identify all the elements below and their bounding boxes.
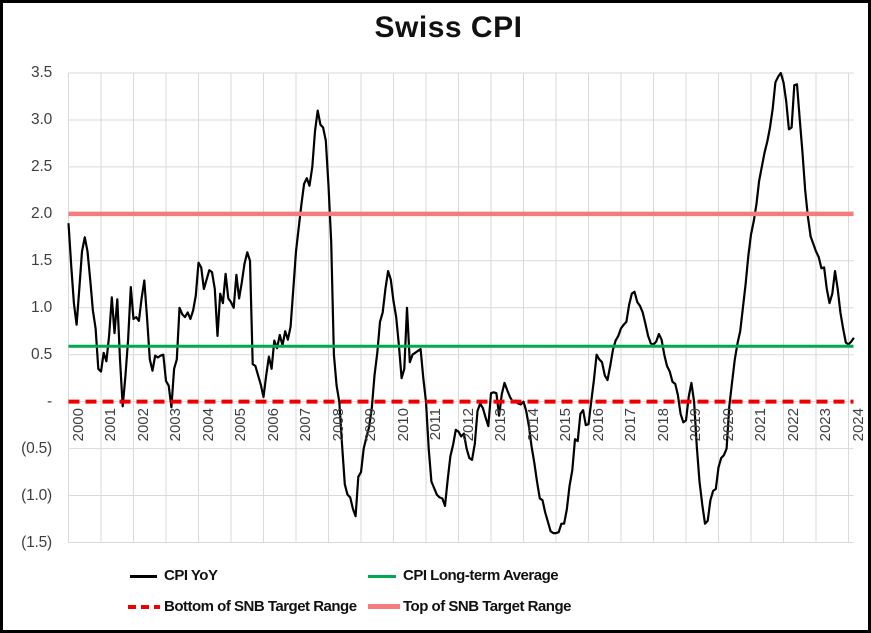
top-target-legend-label: Top of SNB Target Range xyxy=(403,598,571,615)
x-tick-label-2004: 2004 xyxy=(199,408,217,442)
x-tick-label-2003: 2003 xyxy=(167,408,184,442)
x-tick-label-2012: 2012 xyxy=(459,408,477,442)
x-tick-label-2018: 2018 xyxy=(654,408,672,442)
x-tick-label-2021: 2021 xyxy=(752,408,769,442)
x-tick-label-2011: 2011 xyxy=(427,408,444,441)
x-tick-label-2013: 2013 xyxy=(492,408,509,442)
long-term-average-legend-label: CPI Long-term Average xyxy=(403,567,559,584)
chart-title: Swiss CPI xyxy=(374,11,523,44)
cpi-yoy-legend-swatch xyxy=(130,575,157,578)
top-target-legend-swatch xyxy=(368,604,400,609)
y-tick-label-(1.5): (1.5) xyxy=(21,533,52,551)
cpi-yoy-legend-label: CPI YoY xyxy=(164,567,218,584)
long-term-average-legend-swatch xyxy=(368,574,396,578)
x-tick-label-2016: 2016 xyxy=(589,408,607,442)
x-tick-label-2024: 2024 xyxy=(849,408,867,442)
x-tick-label-2014: 2014 xyxy=(524,408,542,442)
cpi-yoy-line xyxy=(67,71,855,535)
y-tick-label-(1.0): (1.0) xyxy=(21,486,52,504)
plot-area xyxy=(67,71,855,543)
y-tick-label-0.5: 0.5 xyxy=(31,345,52,363)
x-tick-label-2010: 2010 xyxy=(394,408,412,442)
y-tick-label-1.5: 1.5 xyxy=(31,251,52,269)
y-tick-label-3.5: 3.5 xyxy=(31,64,52,81)
bottom-target-legend-label: Bottom of SNB Target Range xyxy=(164,598,357,615)
cpi-yoy-series xyxy=(67,71,855,535)
x-tick-label-2000: 2000 xyxy=(69,408,87,442)
x-tick-label-2022: 2022 xyxy=(784,408,802,442)
x-tick-label-2017: 2017 xyxy=(622,408,639,442)
x-tick-label-2008: 2008 xyxy=(329,408,347,442)
x-tick-label-2015: 2015 xyxy=(557,408,574,442)
y-tick-label-2.5: 2.5 xyxy=(31,157,52,175)
y-tick-label-(0.5): (0.5) xyxy=(21,439,52,457)
x-tick-label-2007: 2007 xyxy=(297,408,314,442)
x-tick-label-2009: 2009 xyxy=(362,408,379,442)
reference-lines xyxy=(68,211,854,404)
x-tick-label-2023: 2023 xyxy=(817,408,834,442)
x-tick-label-2002: 2002 xyxy=(134,408,152,442)
x-tick-label-2006: 2006 xyxy=(264,408,282,442)
x-tick-label-2020: 2020 xyxy=(719,408,737,442)
bottom-target-legend-swatch xyxy=(128,605,160,609)
x-tick-label-2005: 2005 xyxy=(232,408,249,442)
y-tick-label-2.0: 2.0 xyxy=(31,204,52,222)
x-tick-label-2019: 2019 xyxy=(687,408,704,442)
horizontal-gridlines xyxy=(68,72,854,543)
y-tick-label-1.0: 1.0 xyxy=(31,298,52,316)
y-tick-label--: - xyxy=(47,392,52,410)
x-tick-label-2001: 2001 xyxy=(102,408,119,442)
y-tick-label-3.0: 3.0 xyxy=(31,110,52,128)
